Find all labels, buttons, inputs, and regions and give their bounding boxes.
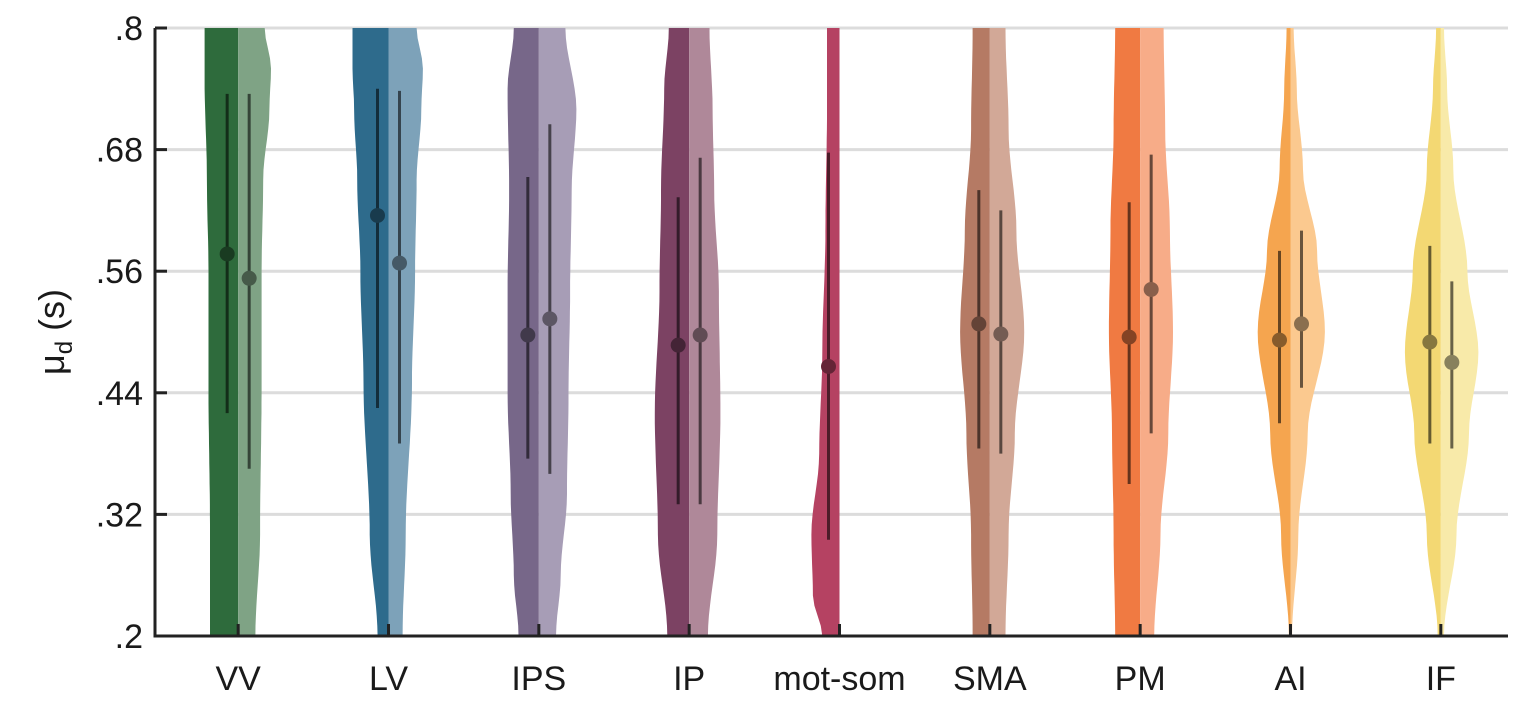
median-dot-left xyxy=(1422,334,1438,350)
violin-half-right xyxy=(238,28,271,636)
violin-group-AI xyxy=(1257,28,1325,636)
violin-group-mot-som xyxy=(811,28,840,636)
x-tick-label: AI xyxy=(1274,660,1306,698)
violin-half-left xyxy=(960,28,990,636)
violin-half-right xyxy=(1290,28,1325,636)
median-dot-right xyxy=(392,255,407,271)
x-tick-label: LV xyxy=(369,660,408,698)
y-axis-title-subscript: d xyxy=(51,341,78,354)
median-dot-left xyxy=(219,246,235,262)
violin-group-LV xyxy=(352,28,423,636)
median-dot-right xyxy=(993,326,1009,342)
y-tick-labels: .2 .32 .44 .56 .68 .8 xyxy=(96,10,143,656)
violin-half-left xyxy=(204,28,239,636)
violin-half-left xyxy=(352,28,389,636)
median-dot-right xyxy=(1444,354,1460,370)
violin-groups xyxy=(204,28,1479,636)
violin-half-left xyxy=(1257,28,1291,636)
median-dot-left xyxy=(971,316,987,332)
x-tick-label: IF xyxy=(1426,660,1456,698)
median-dot-right xyxy=(241,270,257,286)
median-dot-left xyxy=(1272,332,1287,348)
x-tick-label: mot-som xyxy=(773,660,905,698)
y-tick-label: .8 xyxy=(115,10,143,48)
x-tick-label: PM xyxy=(1115,660,1166,698)
axes xyxy=(153,26,1508,638)
median-dot-left xyxy=(370,207,385,223)
median-dot-left xyxy=(1121,329,1137,345)
violin-group-IP xyxy=(654,28,721,636)
violin-half-left xyxy=(1404,28,1441,636)
x-tick-labels: VV LV IPS IP mot-som SMA PM AI IF xyxy=(215,660,1455,698)
median-dot-right xyxy=(542,311,558,327)
y-tick-label: .68 xyxy=(96,132,143,170)
median-dot-right xyxy=(1294,316,1309,332)
violin-group-PM xyxy=(1108,28,1173,636)
y-axis-title: μd (s) xyxy=(31,289,78,375)
median-dot-right xyxy=(692,327,708,343)
violin-half-right xyxy=(388,28,423,636)
violin-group-IF xyxy=(1404,28,1479,636)
y-tick-label: .44 xyxy=(96,375,143,413)
violin-half-right xyxy=(538,28,577,636)
violin-half-right xyxy=(1140,28,1173,636)
violin-group-SMA xyxy=(960,28,1025,636)
x-tick-label: VV xyxy=(215,660,261,698)
median-dot-left xyxy=(670,337,686,353)
y-tick-label: .2 xyxy=(115,618,143,656)
violin-half-left xyxy=(654,28,690,636)
median-dot-left xyxy=(821,358,836,374)
violin-half-right xyxy=(1440,28,1479,636)
x-tick-label: IP xyxy=(673,660,705,698)
y-axis-title-symbol: μ xyxy=(31,354,72,375)
y-axis-title-unit: (s) xyxy=(31,289,72,341)
violin-group-VV xyxy=(204,28,271,636)
violin-group-IPS xyxy=(507,28,577,636)
violin-half-left xyxy=(811,28,840,636)
y-tick-label: .56 xyxy=(96,253,143,291)
x-tick-label: IPS xyxy=(511,660,566,698)
median-dot-right xyxy=(1143,281,1159,297)
x-tick-label: SMA xyxy=(953,660,1027,698)
median-dot-left xyxy=(520,327,536,343)
y-tick-label: .32 xyxy=(96,496,143,534)
